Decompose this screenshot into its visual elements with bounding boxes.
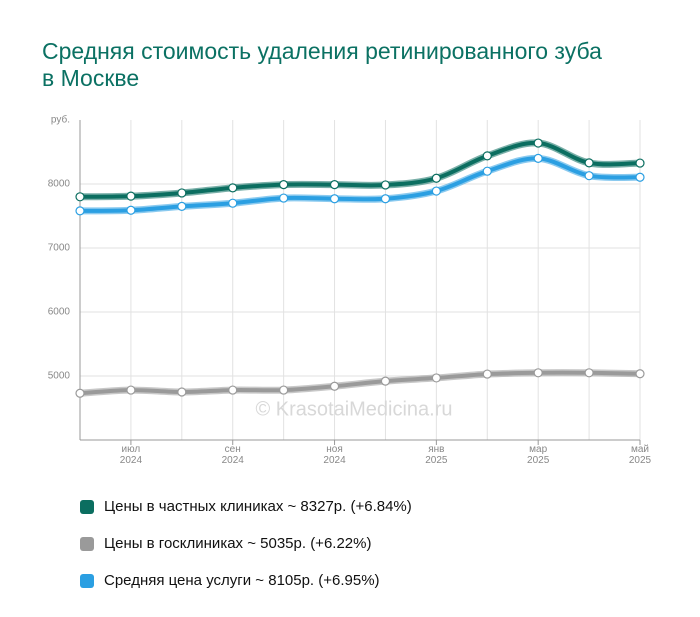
point: [533, 153, 543, 163]
legend-item: Средняя цена услуги ~ 8105р. (+6.95%): [80, 562, 412, 599]
point: [228, 198, 238, 208]
point: [126, 191, 136, 201]
point: [431, 373, 441, 383]
point: [584, 158, 594, 168]
point: [635, 158, 645, 168]
point: [75, 192, 85, 202]
x-tick-label: сен 2024: [221, 444, 244, 466]
y-tick-label: 8000: [48, 179, 71, 190]
point: [126, 205, 136, 215]
point: [177, 201, 187, 211]
point: [329, 194, 340, 204]
y-tick-label: 5000: [48, 371, 71, 382]
legend-item: Цены в госклиниках ~ 5035р. (+6.22%): [80, 525, 412, 562]
point: [329, 180, 340, 190]
x-tick-label: июл 2024: [119, 444, 143, 466]
y-tick-label: 7000: [48, 243, 71, 254]
series-line-outline: [79, 139, 641, 201]
point: [482, 369, 492, 379]
point: [635, 369, 645, 379]
x-tick-label: мар 2025: [527, 444, 550, 466]
y-unit-label: руб.: [51, 114, 70, 126]
legend-item: Цены в частных клиниках ~ 8327р. (+6.84%…: [80, 488, 412, 525]
point: [279, 180, 289, 190]
x-tick-label: ноя 2024: [323, 444, 346, 466]
legend-swatch: [80, 573, 94, 588]
point: [635, 172, 645, 182]
point: [431, 186, 441, 196]
point: [533, 138, 543, 148]
legend-label: Цены в частных клиниках ~ 8327р. (+6.84%…: [104, 498, 412, 515]
point: [380, 194, 391, 204]
x-tick-label: май 2025: [628, 444, 652, 466]
point: [279, 385, 289, 395]
point: [482, 151, 492, 161]
point: [75, 388, 85, 398]
point: [533, 368, 543, 378]
point: [177, 387, 187, 397]
point: [431, 173, 441, 183]
watermark: © KrasotaiMedicina.ru: [255, 398, 452, 420]
point: [482, 166, 492, 176]
legend-swatch: [80, 499, 94, 514]
point: [228, 183, 238, 193]
point: [380, 180, 391, 190]
point: [177, 188, 187, 198]
point: [329, 381, 340, 391]
point: [75, 206, 85, 216]
point: [279, 193, 289, 203]
legend: Цены в частных клиниках ~ 8327р. (+6.84%…: [80, 488, 412, 599]
point: [380, 376, 391, 386]
x-tick-label: янв 2025: [425, 444, 448, 466]
point: [126, 385, 136, 395]
point: [584, 171, 594, 181]
y-tick-label: 6000: [48, 307, 71, 318]
chart-title: Средняя стоимость удаления ретинированно…: [42, 38, 602, 91]
legend-label: Средняя цена услуги ~ 8105р. (+6.95%): [104, 572, 380, 589]
point: [228, 385, 238, 395]
legend-label: Цены в госклиниках ~ 5035р. (+6.22%): [104, 535, 372, 552]
legend-swatch: [80, 536, 94, 551]
point: [584, 368, 594, 378]
